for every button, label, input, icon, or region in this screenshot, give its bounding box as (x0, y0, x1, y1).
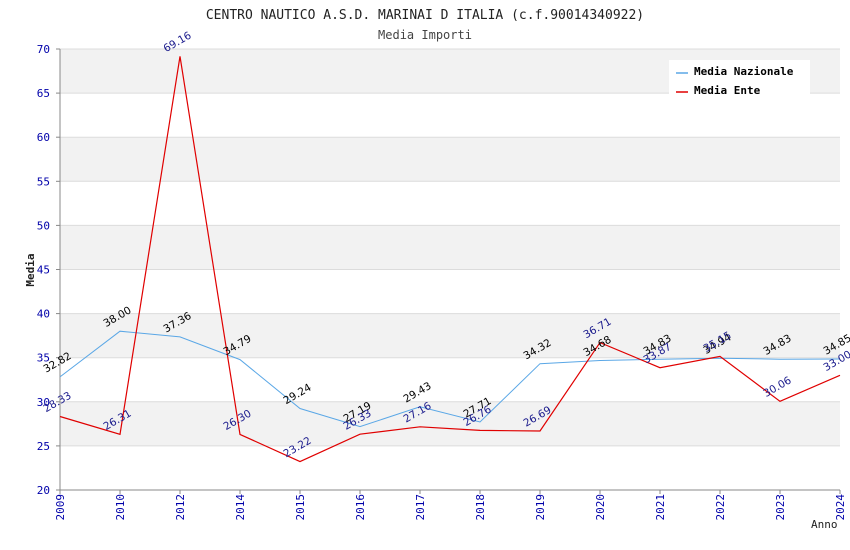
x-tick-label: 2022 (714, 494, 727, 521)
x-tick-label: 2020 (594, 494, 607, 521)
y-tick-labels: 20 25 30 35 40 45 50 55 60 65 70 (37, 43, 50, 497)
band (60, 313, 840, 358)
background-bands (60, 49, 840, 446)
legend-label-ente: Media Ente (694, 84, 761, 97)
band (60, 137, 840, 182)
y-tick-label: 30 (37, 396, 50, 409)
x-tick-labels: 2009 2010 2012 2014 2015 2016 2017 2018 2019 2020… (54, 494, 847, 521)
y-tick-label: 25 (37, 440, 50, 453)
legend: Media Nazionale Media Ente (669, 60, 810, 97)
chart-title: CENTRO NAUTICO A.S.D. MARINAI D ITALIA (… (206, 8, 644, 23)
x-tick-label: 2012 (174, 494, 187, 521)
x-axis-label: Anno (811, 518, 838, 531)
x-tick-label: 2016 (354, 494, 367, 521)
y-tick-label: 70 (37, 43, 50, 56)
x-tick-label: 2014 (234, 494, 247, 521)
series-line-ente (59, 56, 841, 463)
x-tick-label: 2009 (54, 494, 67, 521)
x-tick-label: 2021 (654, 494, 667, 521)
y-tick-label: 20 (37, 484, 50, 497)
legend-label-nazionale: Media Nazionale (694, 65, 794, 78)
x-tick-label: 2024 (834, 494, 847, 521)
y-tick-label: 35 (37, 352, 50, 365)
x-tick-label: 2023 (774, 494, 787, 521)
x-tick-label: 2017 (414, 494, 427, 521)
y-tick-label: 45 (37, 264, 50, 277)
data-label-ente: 30.06 (762, 374, 794, 400)
chart-subtitle: Media Importi (378, 28, 472, 42)
x-tick-label: 2019 (534, 494, 547, 521)
series-lines (59, 56, 841, 463)
y-tick-label: 55 (37, 175, 50, 188)
x-tick-label: 2018 (474, 494, 487, 521)
band (60, 225, 840, 270)
x-tick-label: 2010 (114, 494, 127, 521)
y-tick-label: 65 (37, 87, 50, 100)
y-tick-label: 40 (37, 308, 50, 321)
legend-box (669, 60, 810, 96)
y-axis-label: Media (24, 253, 37, 286)
x-tick-label: 2015 (294, 494, 307, 521)
y-tick-label: 60 (37, 131, 50, 144)
y-tick-label: 50 (37, 219, 50, 232)
band (60, 401, 840, 446)
